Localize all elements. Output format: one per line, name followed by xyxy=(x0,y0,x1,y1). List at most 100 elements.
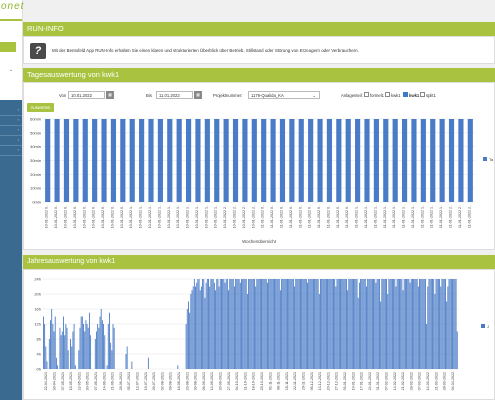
x-tick-label: 11-01-2022 1.. xyxy=(355,205,359,228)
bar xyxy=(259,279,261,369)
bar xyxy=(101,119,107,202)
bar xyxy=(333,279,334,369)
bar xyxy=(63,119,70,202)
bar xyxy=(99,316,101,369)
bar xyxy=(249,279,251,369)
bar xyxy=(239,282,241,369)
bar xyxy=(291,279,293,369)
bar xyxy=(70,339,72,369)
bar xyxy=(147,357,149,369)
x-tick-label: 01-11-2021 xyxy=(268,372,272,390)
bar xyxy=(190,294,192,369)
bar xyxy=(261,119,267,202)
bar xyxy=(391,279,393,369)
y-tick-label: 20min xyxy=(30,172,41,177)
sidebar-nav-item[interactable]: › xyxy=(0,116,22,126)
bar xyxy=(226,279,228,369)
sidebar-nav-item[interactable]: › xyxy=(0,106,22,116)
bar xyxy=(242,279,244,369)
x-tick-label: 27-12-2021 xyxy=(335,372,339,390)
bar xyxy=(422,279,424,369)
bar xyxy=(402,290,404,369)
bar xyxy=(341,279,343,369)
bar xyxy=(368,279,370,369)
legend-swatch xyxy=(481,324,485,328)
bar xyxy=(364,119,370,202)
bar xyxy=(412,279,413,369)
bar xyxy=(328,279,330,369)
bar xyxy=(200,286,202,369)
x-tick-label: 11-01-2022 0.. xyxy=(317,205,321,228)
bar xyxy=(57,365,59,369)
bar xyxy=(185,119,192,202)
system-checkbox[interactable] xyxy=(364,92,369,97)
x-tick-label: 28-02-2022 xyxy=(409,372,413,390)
bar xyxy=(204,119,210,202)
bar xyxy=(218,286,220,369)
bar xyxy=(354,279,356,369)
bar xyxy=(255,286,257,369)
bar xyxy=(395,286,397,369)
from-date-input[interactable]: 10.01.2022 xyxy=(68,91,105,99)
x-tick-label: 10-01-2022 0.. xyxy=(110,205,114,228)
bar xyxy=(203,279,205,369)
chevron-down-icon: ⌄ xyxy=(312,93,316,98)
x-tick-label: 10-01-2022 1.. xyxy=(139,205,143,228)
sidebar-nav-item[interactable]: › xyxy=(0,146,22,156)
bar xyxy=(366,286,367,369)
sidebar-active-item[interactable] xyxy=(0,42,16,52)
brand-logo[interactable]: onet xyxy=(1,1,25,12)
x-tick-label: 20-12-2021 xyxy=(326,372,330,390)
bar xyxy=(84,331,86,369)
system-label: kwk1 xyxy=(409,93,420,98)
bar xyxy=(113,327,115,369)
bar xyxy=(419,279,420,369)
evaluate-button[interactable]: Auswerten xyxy=(27,103,54,112)
y-tick-label: 16h xyxy=(34,307,41,312)
yearly-header: Jahresauswertung von kwk1 xyxy=(23,255,495,269)
sidebar-nav-item[interactable]: › xyxy=(0,136,22,146)
bar xyxy=(420,279,422,369)
bar xyxy=(176,119,182,202)
system-checkbox-checked[interactable] xyxy=(403,92,408,97)
bar xyxy=(126,346,128,369)
daily-header: Tagesauswertung von kwk1 xyxy=(23,68,495,82)
system-checkbox[interactable] xyxy=(420,92,425,97)
bar xyxy=(284,279,286,369)
calendar-icon[interactable]: ▦ xyxy=(106,91,114,99)
calendar-icon[interactable]: ▦ xyxy=(194,91,202,99)
bar xyxy=(258,279,260,369)
bar xyxy=(325,279,327,369)
bar xyxy=(388,279,390,369)
bar xyxy=(279,119,286,202)
bar xyxy=(287,279,288,369)
project-select[interactable]: 1179-Qualida_KA ⌄ xyxy=(248,91,320,99)
x-tick-label: 25-10-2021 xyxy=(260,372,264,390)
y-tick-label: 10min xyxy=(30,186,41,191)
bar xyxy=(290,279,292,369)
bar xyxy=(244,279,246,369)
bar xyxy=(375,282,377,369)
bar xyxy=(238,279,240,369)
x-tick-label: 11-01-2022 0.. xyxy=(261,205,265,228)
bar xyxy=(300,279,301,369)
bar xyxy=(189,312,191,369)
x-tick-label: 10-01-2022 1.. xyxy=(204,205,208,228)
x-tick-label: 17-01-2022 xyxy=(360,372,364,390)
sidebar-nav-item[interactable]: › xyxy=(0,126,22,136)
y-tick-label: 0h xyxy=(37,367,41,372)
chevron-right-icon: › xyxy=(17,117,19,122)
bar xyxy=(416,279,418,369)
bar xyxy=(268,279,270,369)
chevron-down-icon[interactable]: ⌄ xyxy=(9,67,14,73)
bar xyxy=(362,279,364,369)
to-date-input[interactable]: 11.01.2022 xyxy=(156,91,193,99)
x-tick-label: 30-04-2021 xyxy=(52,372,56,390)
x-tick-label: 10-01-2022 1.. xyxy=(148,205,152,228)
bar xyxy=(308,119,314,202)
bar xyxy=(81,316,83,369)
system-checkbox[interactable] xyxy=(385,92,390,97)
main-content: RUN-INFO ? Mit der Bentofeld App RUN-Inf… xyxy=(23,0,495,400)
bar xyxy=(275,279,277,369)
x-tick-label: 11-01-2022 1.. xyxy=(373,205,377,228)
